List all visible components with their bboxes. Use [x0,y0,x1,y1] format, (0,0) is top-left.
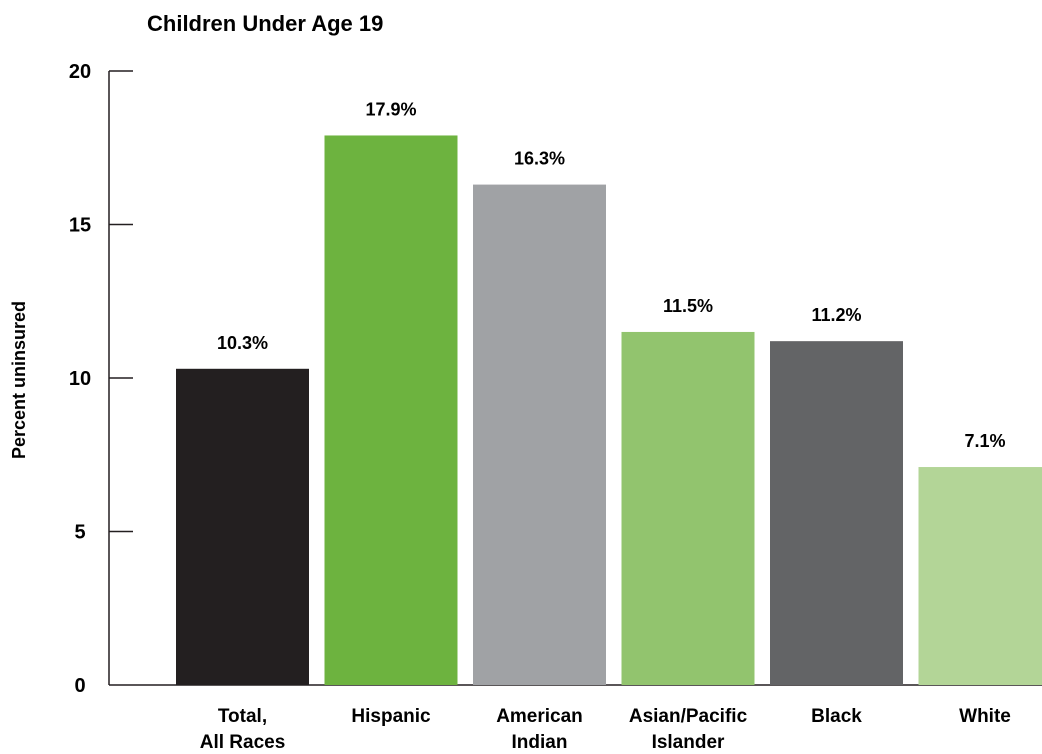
y-tick-label: 5 [74,522,85,544]
y-tick-label: 0 [74,675,85,697]
bar [621,331,755,685]
bar-value-label: 11.5% [663,296,713,316]
bar [176,368,309,685]
category-label: Total, [218,706,267,727]
y-tick-label: 15 [69,215,91,237]
bars-group [176,135,1042,686]
bar-value-label: 7.1% [964,431,1005,451]
bar [770,341,903,685]
category-label: Black [811,706,862,727]
category-label: White [959,706,1011,727]
category-label: All Races [200,732,286,753]
bar [918,467,1042,685]
bar-value-label: 11.2% [811,305,861,325]
category-label: Hispanic [351,706,431,727]
bar [324,135,458,686]
category-label: American [496,706,583,727]
bar-value-label: 16.3% [514,149,565,169]
y-tick-label: 10 [69,368,91,390]
category-label: Asian/Pacific [629,706,748,727]
category-labels-group: Total, All Races Hispanic American Indian Asi… [200,706,1011,753]
category-label: Islander [652,732,725,753]
category-label: Indian [512,732,568,753]
bar [473,184,606,685]
y-tick-label: 20 [69,61,91,83]
y-axis-label: Percent uninsured [9,301,29,459]
chart-title: Children Under Age 19 [147,11,383,36]
bar-value-label: 17.9% [365,99,416,119]
bar-value-label: 10.3% [217,333,268,353]
y-axis-ticks: 0 5 10 15 20 [69,61,133,697]
value-labels-group: 10.3% 17.9% 16.3% 11.5% 11.2% 7.1% [217,99,1006,451]
